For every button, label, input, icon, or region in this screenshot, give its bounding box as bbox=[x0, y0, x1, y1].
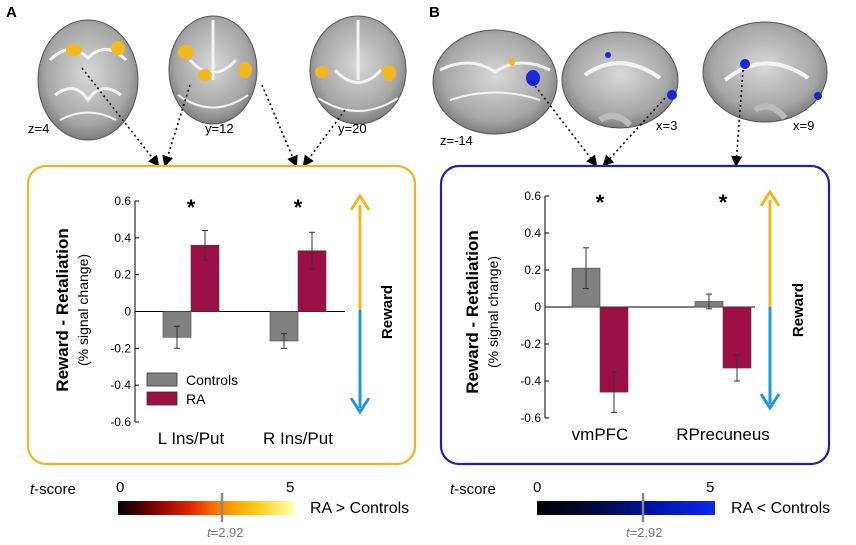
chart-frame-b bbox=[439, 164, 831, 466]
blob bbox=[509, 58, 515, 66]
y-tick-label: 0.6 bbox=[114, 194, 131, 208]
brain-slice-b-sagittal-1 bbox=[561, 31, 679, 129]
y-tick-label: 0 bbox=[534, 300, 541, 314]
y-tick-label: 0 bbox=[124, 305, 131, 319]
y-tick-label: -0.6 bbox=[110, 415, 131, 429]
significance-star: * bbox=[719, 190, 728, 215]
blob bbox=[238, 62, 252, 78]
y-tick-label: 0.4 bbox=[114, 231, 131, 245]
colorbar-b: t-score 0 5 t=2.92 RA < Controls bbox=[450, 479, 830, 540]
y-tick-label: -0.4 bbox=[110, 378, 131, 392]
brain-slice-b-axial bbox=[432, 29, 558, 135]
blob bbox=[382, 65, 396, 81]
significance-star: * bbox=[187, 195, 196, 220]
colorbar-min-a: 0 bbox=[116, 479, 124, 496]
slice-label-a2: y=12 bbox=[205, 121, 234, 136]
colorbar-gradient-b bbox=[537, 501, 715, 515]
y-tick-label: -0.2 bbox=[520, 337, 541, 351]
chart-frame-a bbox=[26, 164, 417, 466]
brain-slice-a-axial bbox=[37, 19, 139, 141]
tscore-label-a: t-score bbox=[30, 481, 76, 498]
dotted-arrows-a bbox=[81, 67, 346, 168]
legend-label-controls: Controls bbox=[186, 372, 238, 388]
blob bbox=[740, 59, 750, 69]
contrast-label-a: RA > Controls bbox=[310, 500, 409, 517]
significance-star: * bbox=[294, 195, 303, 220]
y-tick-label: -0.4 bbox=[520, 374, 541, 388]
y-label-main-a: Reward - Retaliation bbox=[53, 228, 72, 391]
threshold-label-b: t=2.92 bbox=[626, 525, 663, 540]
reward-arrow-a bbox=[349, 193, 371, 415]
bar-chart-a: 0.6 0.4 0.2 0 -0.2 -0.4 -0.6 L Ins/Put * R Ins/Pu… bbox=[110, 194, 345, 448]
y-label-sub-b: (% signal change) bbox=[485, 256, 501, 368]
y-label-sub-a: (% signal change) bbox=[75, 254, 91, 366]
brain-slice-b-sagittal-2 bbox=[702, 21, 828, 123]
blob bbox=[814, 92, 822, 100]
y-label-main-b: Reward - Retaliation bbox=[463, 230, 482, 393]
colorbar-a: t-score 0 5 t=2.92 RA > Controls bbox=[30, 479, 409, 540]
colorbar-max-a: 5 bbox=[286, 479, 294, 496]
slice-label-b1: z=-14 bbox=[440, 133, 473, 148]
panel-b-letter: B bbox=[429, 4, 440, 21]
bar-chart-b: 0.6 0.4 0.2 0 -0.2 -0.4 -0.6 vmPFC * RPrecuneus * bbox=[520, 189, 769, 444]
brain-slice-a-coronal-2 bbox=[309, 15, 407, 125]
legend-label-ra: RA bbox=[186, 391, 206, 407]
blob bbox=[667, 90, 677, 100]
blob bbox=[526, 70, 540, 86]
blob bbox=[315, 66, 329, 78]
category-label: RPrecuneus bbox=[676, 425, 770, 444]
category-label: vmPFC bbox=[572, 425, 629, 444]
y-axis-label-a: Reward - Retaliation (% signal change) bbox=[53, 228, 91, 391]
dotted-arrows-b bbox=[531, 69, 744, 168]
blob bbox=[605, 52, 611, 58]
significance-star: * bbox=[596, 190, 605, 215]
blob bbox=[111, 41, 125, 55]
slice-label-a3: y=20 bbox=[338, 121, 367, 136]
y-tick-label: 0.6 bbox=[524, 189, 541, 203]
reward-arrow-b bbox=[759, 189, 781, 411]
colorbar-gradient-a bbox=[118, 501, 294, 515]
category-label: R Ins/Put bbox=[263, 429, 333, 448]
tscore-label-b: t-score bbox=[450, 481, 496, 498]
brain-slice-a-coronal-1 bbox=[168, 15, 258, 125]
threshold-label-a: t=2.92 bbox=[207, 525, 244, 540]
y-tick-label: 0.2 bbox=[114, 268, 131, 282]
blob bbox=[178, 45, 194, 59]
slice-label-a1: z=4 bbox=[28, 121, 49, 136]
legend-swatch-controls bbox=[146, 372, 178, 387]
y-tick-label: 0.2 bbox=[524, 263, 541, 277]
y-tick-label: -0.2 bbox=[110, 341, 131, 355]
legend-swatch-ra bbox=[146, 391, 178, 406]
reward-label-b: Reward bbox=[790, 283, 807, 337]
contrast-label-b: RA < Controls bbox=[731, 500, 830, 517]
panel-a-letter: A bbox=[6, 4, 17, 21]
legend-a: Controls RA bbox=[146, 372, 238, 407]
y-axis-label-b: Reward - Retaliation (% signal change) bbox=[463, 230, 501, 393]
blob bbox=[198, 69, 212, 81]
colorbar-min-b: 0 bbox=[533, 479, 541, 496]
reward-label-a: Reward bbox=[379, 285, 396, 339]
colorbar-max-b: 5 bbox=[706, 479, 714, 496]
slice-label-b3: x=9 bbox=[793, 118, 814, 133]
blob bbox=[66, 44, 82, 56]
y-tick-label: -0.6 bbox=[520, 411, 541, 425]
category-label: L Ins/Put bbox=[158, 429, 225, 448]
y-tick-label: 0.4 bbox=[524, 226, 541, 240]
slice-label-b2: x=3 bbox=[656, 118, 677, 133]
